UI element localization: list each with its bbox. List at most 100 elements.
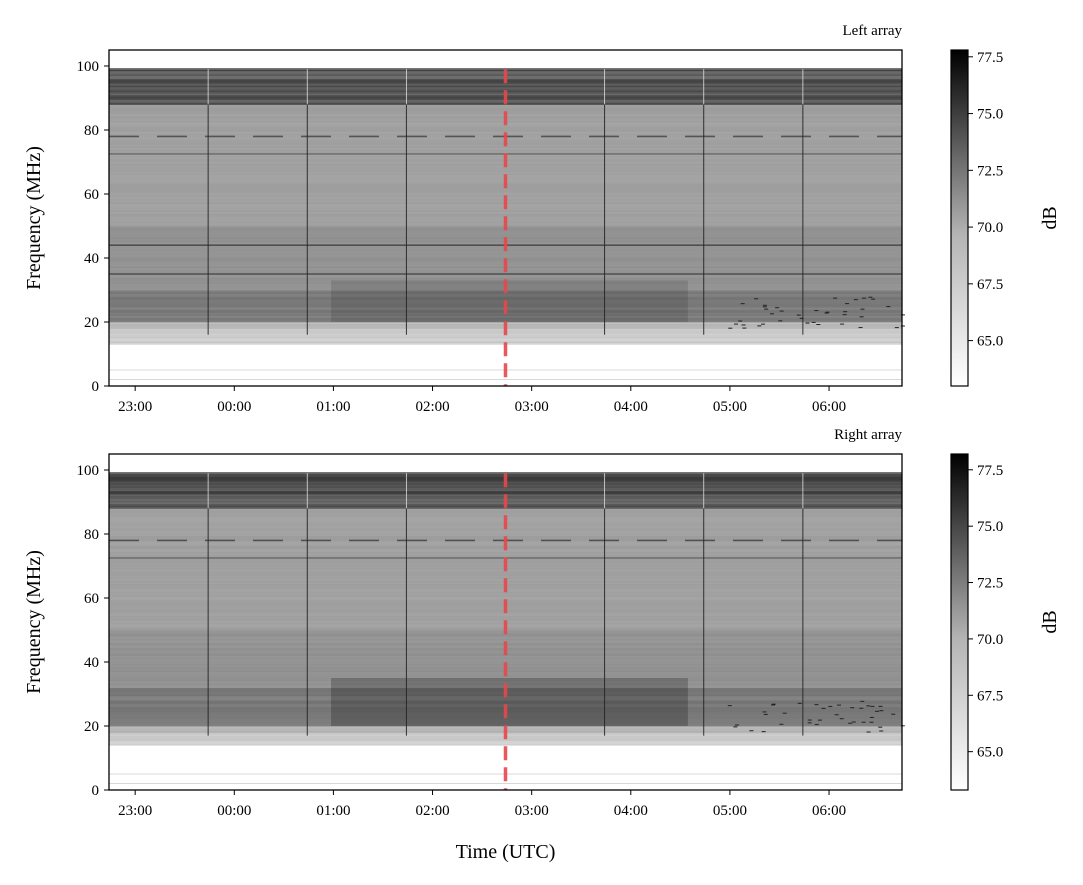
spectrogram-band (109, 738, 902, 741)
spectrogram-band (109, 277, 902, 280)
spectrogram-band (109, 336, 902, 339)
spectrogram-band (109, 681, 902, 684)
spectrogram-band (109, 636, 902, 639)
spectrogram-band (109, 208, 902, 211)
spectrogram-band (109, 211, 902, 214)
spectrogram-band (109, 166, 902, 169)
spectrogram-band (109, 678, 902, 680)
spectrogram-band (109, 534, 902, 536)
x-tick-label: 03:00 (515, 399, 549, 415)
spectrogram-band (109, 697, 902, 700)
spectrogram-band (109, 53, 902, 56)
spectrogram-band (109, 657, 902, 660)
spectrogram-band (109, 235, 902, 238)
spectrogram-band (109, 64, 902, 67)
spectrogram-band (109, 655, 902, 658)
spectrogram-band (109, 149, 902, 152)
spectrogram-band (109, 381, 902, 384)
spectrogram-band (109, 296, 902, 299)
spectrogram-band (109, 454, 902, 456)
spectrogram-band (109, 170, 902, 172)
spectrogram-band (109, 50, 902, 52)
spectrogram-band (109, 759, 902, 762)
spectrogram-band (109, 210, 902, 212)
y-tick-label: 0 (92, 783, 100, 799)
spectrogram-band (109, 574, 902, 576)
spectrogram-band (109, 315, 902, 318)
x-tick-label: 00:00 (217, 803, 251, 819)
panel-left-array: 0 20 40 60 80 100 23:00 00:00 01:00 02:00 03:00 04:… (23, 23, 1061, 415)
spectrogram-band (109, 762, 902, 765)
dark-region (331, 280, 688, 322)
spectrogram-band (109, 194, 902, 196)
spectrogram-band (109, 468, 902, 471)
spectrogram-band (109, 298, 902, 300)
spectrogram-band (109, 700, 902, 703)
spectrogram-band (109, 718, 902, 720)
spectrogram-band (109, 51, 902, 54)
spectrogram-band (109, 722, 902, 725)
spectrogram-band (109, 487, 902, 490)
spectrogram-band (109, 66, 902, 68)
spectrogram-band (109, 570, 902, 573)
spectrogram-band (109, 379, 902, 382)
spectrogram-band (109, 192, 902, 195)
y-axis-label: Frequency (MHz) (23, 146, 45, 290)
spectrogram-band (109, 492, 902, 495)
y-tick-label: 40 (84, 655, 99, 671)
spectrogram-band (109, 150, 902, 153)
spectrogram-band (109, 86, 902, 89)
spectrogram-band (109, 614, 902, 616)
spectrogram-band (109, 355, 902, 358)
spectrogram-band (109, 106, 902, 108)
y-tick-label: 20 (84, 719, 99, 735)
spectrogram-band (109, 465, 902, 468)
spectrogram-band (109, 658, 902, 661)
spectrogram-band (109, 780, 902, 783)
colorbar-tick-label: 75.0 (977, 107, 1003, 123)
spectrogram-band (109, 761, 902, 764)
spectrogram-band (109, 125, 902, 128)
spectrogram-band (109, 764, 902, 767)
spectrogram-band (109, 232, 902, 235)
spectrogram-band (109, 489, 902, 492)
spectrogram-band (109, 660, 902, 663)
spectrogram-band (109, 214, 902, 217)
spectrogram-band (109, 719, 902, 722)
spectrogram-band (109, 382, 902, 385)
spectrogram-band (109, 109, 902, 112)
colorbar-label: dB (1039, 610, 1061, 633)
spectrogram-band (109, 58, 902, 60)
spectrogram-band (109, 318, 902, 321)
y-tick-label: 80 (84, 527, 99, 543)
y-tick-label: 60 (84, 591, 99, 607)
spectrogram-band (109, 190, 902, 193)
spectrogram-band (109, 721, 902, 724)
spectrogram-band (109, 742, 902, 744)
spectrogram-band (109, 782, 902, 784)
x-axis-label: Time (UTC) (456, 841, 556, 863)
spectrogram-band (109, 54, 902, 57)
y-tick-label: 40 (84, 251, 99, 267)
spectrogram-band (109, 591, 902, 594)
spectrogram-band (109, 146, 902, 148)
spectrogram-band (109, 783, 902, 786)
spectrogram-band (109, 612, 902, 615)
spectrogram-band (109, 126, 902, 129)
spectrogram-band (109, 234, 902, 236)
spectrogram-band (109, 766, 902, 768)
colorbar-gradient (950, 49, 969, 387)
spectrogram-band (109, 511, 902, 514)
panel-title: Right array (834, 427, 902, 443)
plot-frame (108, 49, 903, 387)
spectrogram-band (109, 594, 902, 597)
plot-frame (108, 453, 903, 791)
spectrogram-band (109, 56, 902, 59)
spectrogram-band (109, 510, 902, 512)
spectrogram-band (109, 462, 902, 464)
spectrogram-band (109, 490, 902, 493)
colorbar-label: dB (1039, 206, 1061, 229)
colorbar: 65.0 67.5 70.0 72.5 75.0 77.5 dB (950, 453, 1061, 791)
panel-right-array: 0 20 40 60 80 100 23:00 00:00 01:00 02:00 03:00 04:… (23, 427, 1061, 863)
x-tick-label: 23:00 (118, 803, 152, 819)
